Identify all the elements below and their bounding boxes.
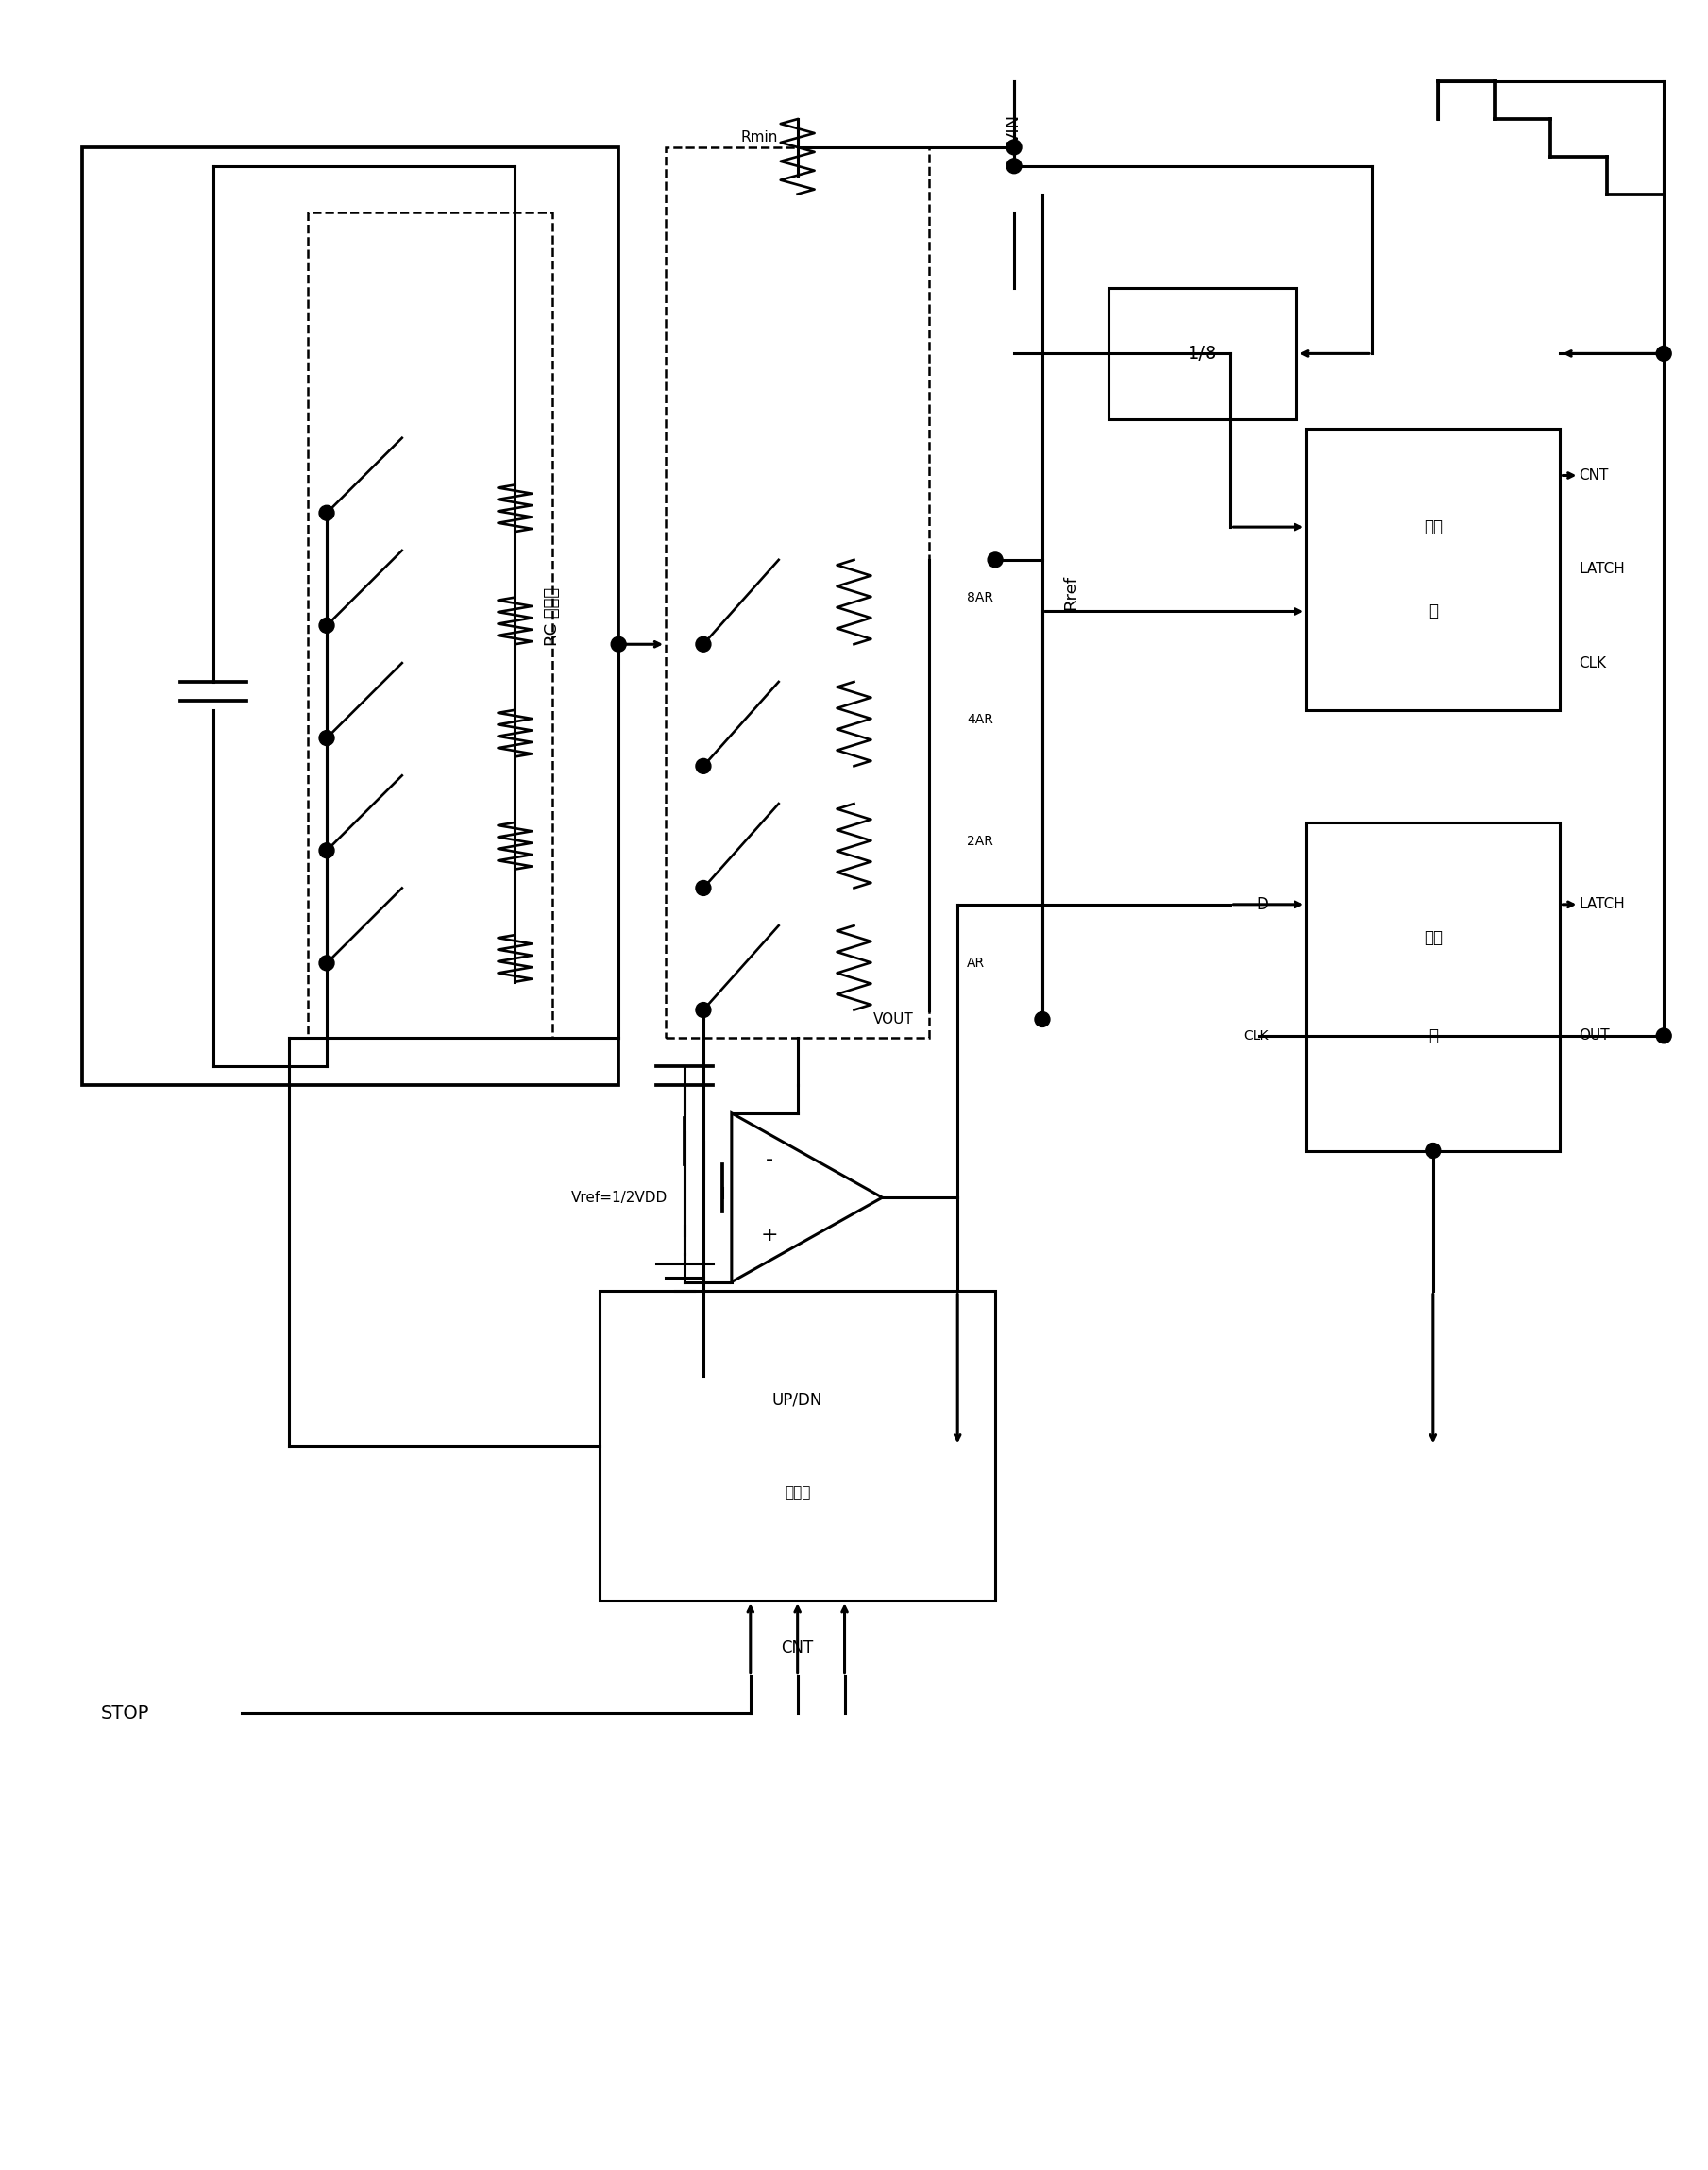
Text: AR: AR: [967, 957, 986, 970]
Text: 1/8: 1/8: [1187, 345, 1218, 362]
Text: 4AR: 4AR: [967, 712, 994, 727]
Circle shape: [987, 553, 1003, 566]
Circle shape: [319, 731, 335, 746]
Text: STOP: STOP: [101, 1703, 149, 1723]
Circle shape: [611, 636, 627, 651]
Text: LATCH: LATCH: [1578, 562, 1624, 577]
Circle shape: [1035, 1011, 1050, 1026]
Circle shape: [695, 1003, 711, 1018]
Circle shape: [1006, 139, 1021, 154]
Circle shape: [319, 955, 335, 970]
Bar: [666, 148, 929, 1037]
Circle shape: [319, 844, 335, 857]
Text: 计数器: 计数器: [784, 1486, 810, 1499]
Bar: [1307, 822, 1559, 1150]
Text: 8AR: 8AR: [967, 590, 994, 603]
Circle shape: [1657, 345, 1672, 360]
Text: Rref: Rref: [1062, 575, 1079, 610]
Text: RC 滤波器: RC 滤波器: [545, 586, 562, 644]
Text: Rmin: Rmin: [741, 130, 779, 145]
Text: CLK: CLK: [1578, 655, 1607, 671]
Text: VIN: VIN: [1006, 113, 1023, 143]
Text: VOUT: VOUT: [873, 1011, 914, 1026]
Text: 比较: 比较: [1424, 519, 1443, 536]
Bar: [1307, 427, 1559, 710]
Text: D: D: [1255, 896, 1269, 914]
Text: UP/DN: UP/DN: [772, 1391, 823, 1408]
Bar: [307, 213, 553, 1037]
Text: OUT: OUT: [1578, 1029, 1611, 1044]
Circle shape: [695, 881, 711, 896]
Circle shape: [1426, 1144, 1440, 1159]
Text: 2AR: 2AR: [967, 835, 994, 848]
Text: 器: 器: [1428, 1026, 1438, 1044]
Circle shape: [1006, 158, 1021, 174]
Text: Vref=1/2VDD: Vref=1/2VDD: [572, 1191, 668, 1204]
Bar: [600, 1291, 996, 1601]
Circle shape: [319, 618, 335, 634]
Circle shape: [695, 636, 711, 651]
Text: 器: 器: [1428, 603, 1438, 621]
Circle shape: [1657, 1029, 1672, 1044]
Circle shape: [319, 506, 335, 521]
Text: +: +: [760, 1226, 779, 1243]
Text: CLK: CLK: [1243, 1029, 1269, 1042]
Bar: [1108, 289, 1296, 419]
Text: LATCH: LATCH: [1578, 898, 1624, 911]
Text: 寄存: 寄存: [1424, 929, 1443, 946]
Circle shape: [695, 759, 711, 775]
Text: -: -: [765, 1150, 774, 1170]
Text: CNT: CNT: [1578, 469, 1609, 482]
Bar: [82, 148, 618, 1085]
Text: CNT: CNT: [781, 1638, 813, 1656]
